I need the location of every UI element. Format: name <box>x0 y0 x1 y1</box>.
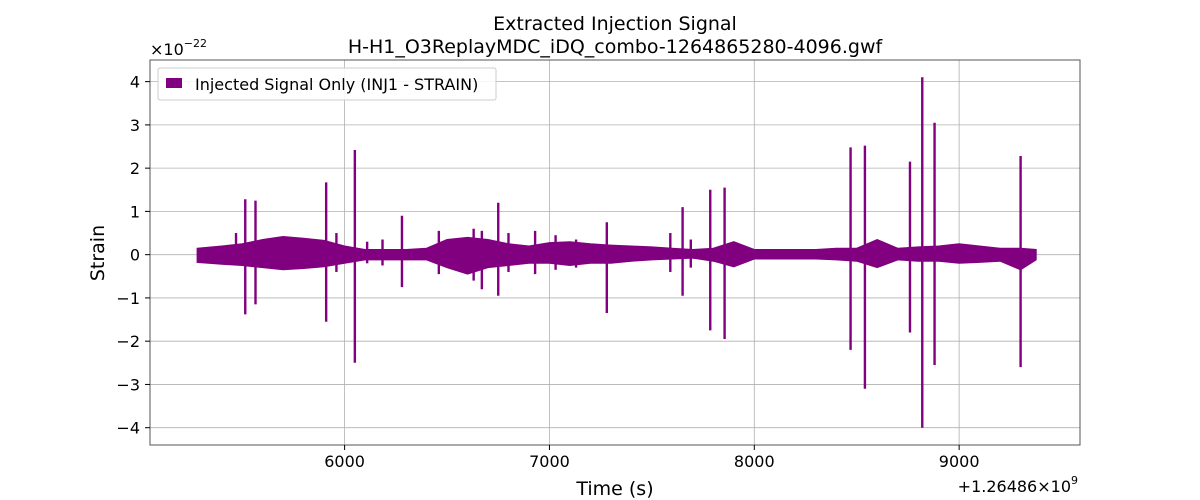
x-tick-label: 6000 <box>324 452 365 471</box>
plot-area <box>196 77 1037 428</box>
x-tick-label: 9000 <box>939 452 980 471</box>
x-offset-base: +1.26486×10 <box>958 477 1071 496</box>
y-tick-label: 3 <box>130 116 140 135</box>
axes-frame <box>149 59 1081 446</box>
legend-label: Injected Signal Only (INJ1 - STRAIN) <box>195 75 478 94</box>
x-axis-label: Time (s) <box>575 478 653 500</box>
y-tick-label: −3 <box>116 375 140 394</box>
y-scale-base: ×10 <box>150 40 184 59</box>
legend-box <box>157 67 497 101</box>
chart-title-line-1: Extracted Injection Signal <box>493 13 737 35</box>
x-tick-label: 7000 <box>529 452 570 471</box>
y-tick-label: 1 <box>130 202 140 221</box>
chart-title-line-2: H-H1_O3ReplayMDC_iDQ_combo-1264865280-40… <box>348 36 884 58</box>
legend-swatch <box>166 78 182 88</box>
x-offset-exponent: 9 <box>1071 474 1078 487</box>
y-tick-label: 4 <box>130 73 140 92</box>
y-tick-label: 2 <box>130 159 140 178</box>
y-scale-exponent: −22 <box>184 37 207 50</box>
x-axis-ticks: 6000 7000 8000 9000 <box>324 445 980 471</box>
x-tick-label: 8000 <box>734 452 775 471</box>
x-offset-label: +1.26486×109 <box>958 474 1078 496</box>
y-tick-label: −2 <box>116 332 140 351</box>
y-tick-label: −4 <box>116 419 140 438</box>
y-axis-label: Strain <box>87 225 109 281</box>
y-tick-label: 0 <box>130 246 140 265</box>
signal-band <box>196 235 1037 275</box>
y-scale-label: ×10−22 <box>150 37 207 59</box>
legend: Injected Signal Only (INJ1 - STRAIN) <box>157 67 497 101</box>
y-tick-label: −1 <box>116 289 140 308</box>
y-axis-ticks: 4 3 2 1 0 −1 −2 −3 −4 <box>116 73 150 438</box>
